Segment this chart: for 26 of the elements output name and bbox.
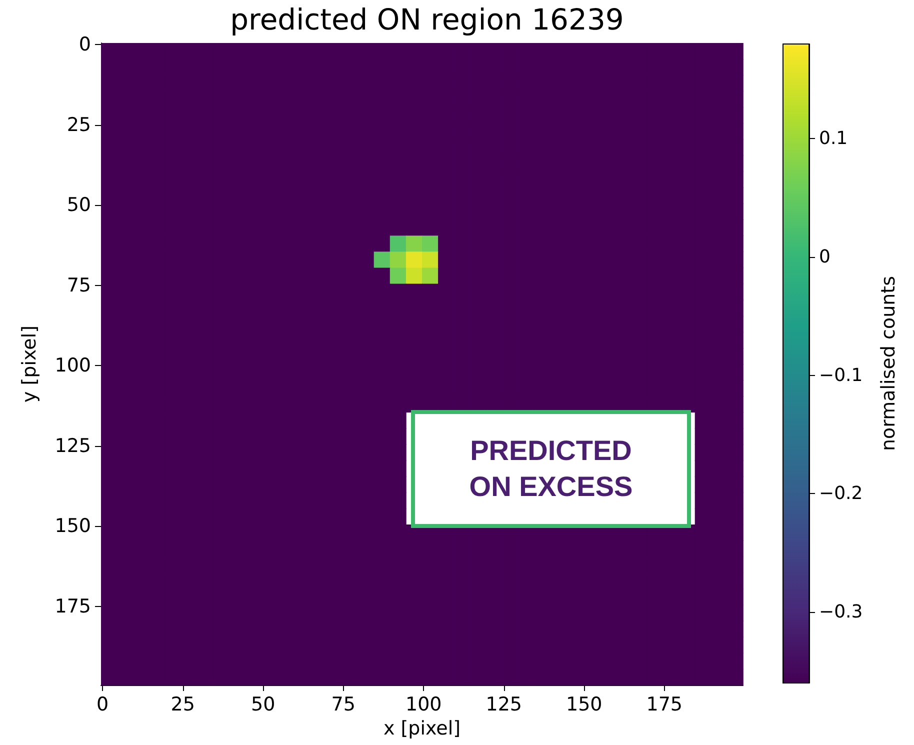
color-bar-label: −0.2 — [819, 483, 863, 504]
y-axis-title: y [pixel] — [18, 325, 40, 403]
y-tick-label: 25 — [66, 114, 91, 136]
color-bar-title: normalised counts — [878, 276, 900, 452]
x-tick-label: 50 — [251, 694, 276, 716]
text-box: PREDICTED ON EXCESS — [411, 410, 691, 528]
color-bar-label: 0.1 — [819, 128, 848, 150]
y-tick-label: 175 — [54, 595, 91, 618]
x-tick-label: 25 — [170, 694, 195, 716]
x-tick-label: 125 — [486, 694, 522, 716]
y-tick-label: 50 — [66, 194, 91, 216]
x-axis-title: x [pixel] — [383, 717, 461, 740]
y-tick-label: 0 — [78, 34, 91, 56]
x-tick-label: 175 — [646, 694, 682, 716]
color-bar-label: 0 — [819, 246, 830, 268]
color-bar-label: −0.1 — [819, 364, 863, 386]
y-tick-label: 150 — [54, 515, 91, 538]
x-tick-label: 0 — [96, 694, 109, 716]
x-tick-label: 75 — [331, 694, 356, 716]
y-tick-label: 75 — [66, 274, 91, 296]
x-tick-label: 100 — [405, 694, 442, 716]
y-tick-label: 100 — [54, 354, 91, 377]
y-tick-label: 125 — [54, 434, 91, 457]
chart-title: predicted ON region 16239 — [230, 2, 624, 36]
x-tick-label: 150 — [566, 694, 602, 716]
color-bar-label: −0.3 — [819, 602, 863, 622]
